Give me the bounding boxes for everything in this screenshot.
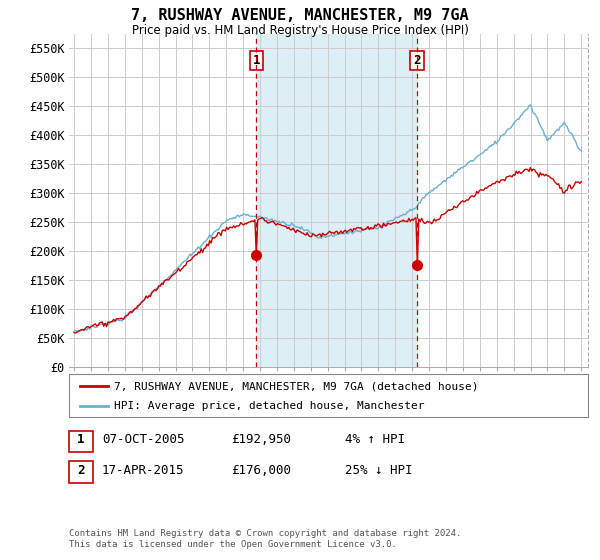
Text: 1: 1 [77, 433, 85, 446]
Text: £192,950: £192,950 [231, 433, 291, 446]
Text: 4% ↑ HPI: 4% ↑ HPI [345, 433, 405, 446]
Text: 25% ↓ HPI: 25% ↓ HPI [345, 464, 413, 477]
Bar [256, 34, 417, 367]
Text: 7, RUSHWAY AVENUE, MANCHESTER, M9 7GA (detached house): 7, RUSHWAY AVENUE, MANCHESTER, M9 7GA (d… [114, 381, 479, 391]
Text: 2: 2 [77, 464, 85, 477]
Text: 2: 2 [413, 54, 421, 67]
Text: £176,000: £176,000 [231, 464, 291, 477]
Text: 7, RUSHWAY AVENUE, MANCHESTER, M9 7GA: 7, RUSHWAY AVENUE, MANCHESTER, M9 7GA [131, 8, 469, 24]
Text: 1: 1 [253, 54, 260, 67]
Text: Price paid vs. HM Land Registry's House Price Index (HPI): Price paid vs. HM Land Registry's House … [131, 24, 469, 37]
Text: HPI: Average price, detached house, Manchester: HPI: Average price, detached house, Manc… [114, 401, 425, 411]
Text: 17-APR-2015: 17-APR-2015 [102, 464, 185, 477]
Text: 07-OCT-2005: 07-OCT-2005 [102, 433, 185, 446]
Text: Contains HM Land Registry data © Crown copyright and database right 2024.
This d: Contains HM Land Registry data © Crown c… [69, 529, 461, 549]
